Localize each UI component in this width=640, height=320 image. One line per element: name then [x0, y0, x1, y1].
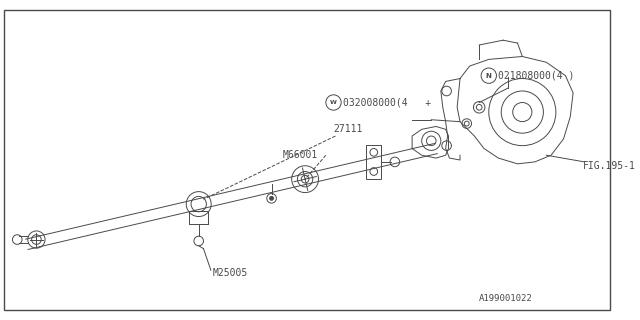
Text: FIG.195-1: FIG.195-1	[582, 161, 636, 171]
Circle shape	[269, 196, 273, 200]
Text: 021808000(4 ): 021808000(4 )	[499, 71, 575, 81]
Text: M66001: M66001	[283, 150, 318, 160]
Text: 032008000(4   +: 032008000(4 +	[343, 98, 431, 108]
Text: A199001022: A199001022	[479, 294, 533, 303]
Text: M25005: M25005	[212, 268, 248, 278]
Text: 27111: 27111	[333, 124, 363, 134]
Text: W: W	[330, 100, 337, 105]
Bar	[366, 145, 381, 179]
Text: N: N	[486, 73, 492, 79]
